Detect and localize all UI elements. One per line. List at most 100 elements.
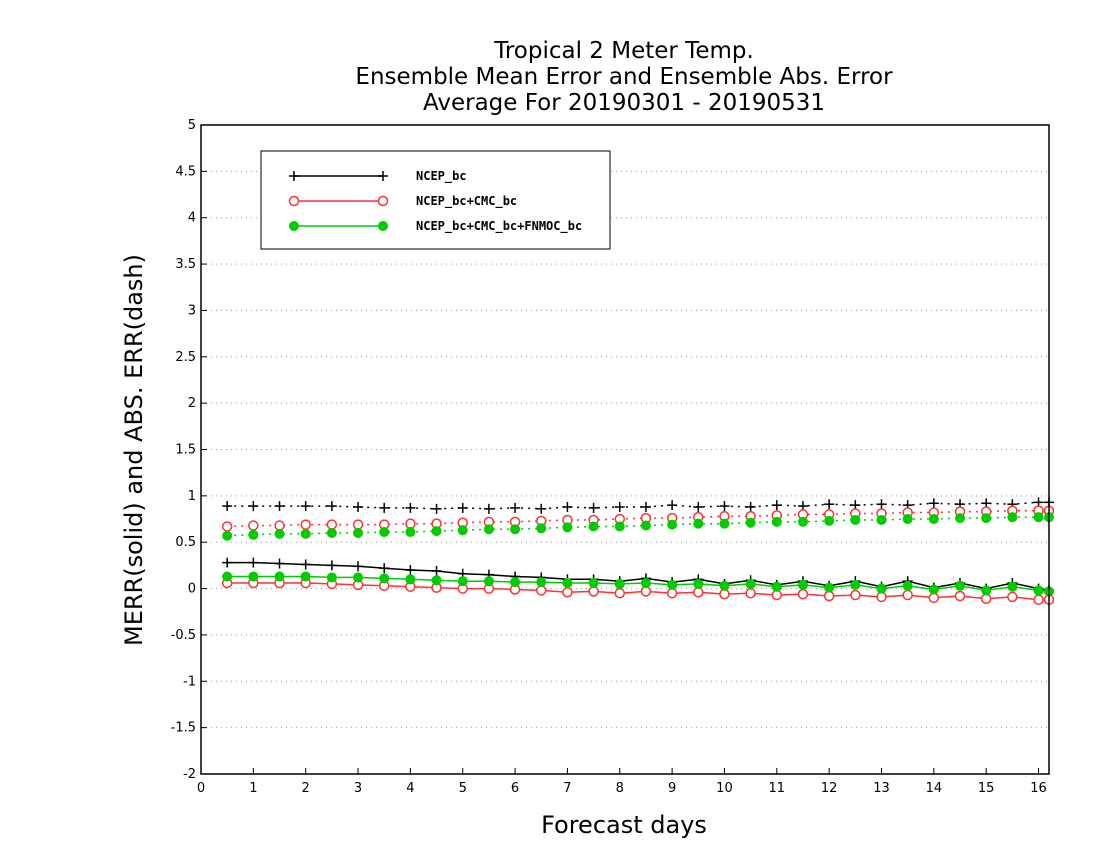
merr-point bbox=[693, 578, 704, 589]
merr-point bbox=[562, 587, 573, 598]
abs-err-point bbox=[824, 515, 835, 526]
x-tick-label: 3 bbox=[354, 781, 362, 796]
merr-point bbox=[535, 585, 547, 596]
abs-err-point bbox=[902, 514, 913, 525]
merr-point bbox=[719, 588, 730, 600]
abs-err-point bbox=[640, 520, 651, 531]
abs-err-point bbox=[850, 514, 861, 525]
abs-err-point bbox=[222, 501, 233, 512]
abs-err-point bbox=[274, 501, 285, 512]
merr-point bbox=[431, 575, 442, 586]
x-tick-label: 8 bbox=[616, 781, 624, 796]
gridlines bbox=[201, 170, 1049, 729]
merr-point bbox=[562, 578, 573, 589]
abs-err-point bbox=[510, 502, 521, 513]
x-tick-label: 15 bbox=[978, 781, 995, 796]
merr-point bbox=[876, 583, 887, 594]
abs-err-point bbox=[562, 501, 573, 512]
y-axis-label: MERR(solid) and ABS. ERR(dash) bbox=[120, 254, 148, 646]
abs-err-point bbox=[457, 525, 468, 536]
merr-point bbox=[483, 576, 494, 587]
abs-err-point bbox=[248, 529, 259, 540]
y-tick-label: -1 bbox=[183, 674, 196, 689]
series-layer bbox=[221, 497, 1055, 605]
x-tick-label: 4 bbox=[406, 781, 414, 796]
merr-point bbox=[640, 578, 651, 589]
abs-err-point bbox=[693, 518, 704, 529]
y-tick-label: 2 bbox=[188, 396, 196, 411]
x-tick-label: 2 bbox=[302, 781, 310, 796]
merr-point bbox=[640, 586, 652, 597]
x-tick-label: 16 bbox=[1030, 781, 1047, 796]
merr-point bbox=[667, 579, 678, 590]
merr-point bbox=[1007, 581, 1018, 592]
abs-err-point bbox=[614, 521, 625, 532]
abs-err-point bbox=[536, 523, 547, 534]
merr-point bbox=[902, 580, 913, 591]
abs-err-point bbox=[431, 503, 442, 514]
legend-marker bbox=[289, 171, 299, 181]
merr-point bbox=[771, 581, 782, 592]
x-tick-label: 10 bbox=[716, 781, 733, 796]
merr-line bbox=[227, 561, 1050, 592]
merr-point bbox=[954, 590, 966, 602]
merr-point bbox=[614, 578, 625, 589]
abs-err-point bbox=[405, 527, 416, 538]
legend-marker bbox=[377, 195, 389, 207]
abs-err-point bbox=[274, 528, 285, 539]
abs-err-point bbox=[300, 501, 311, 512]
merr-point bbox=[797, 579, 808, 590]
merr-point bbox=[536, 577, 547, 588]
abs-err-point bbox=[719, 518, 730, 529]
merr-point bbox=[1033, 594, 1044, 605]
merr-point bbox=[274, 571, 285, 582]
merr-point bbox=[222, 571, 233, 582]
merr-point bbox=[405, 565, 416, 576]
abs-err-point bbox=[667, 519, 678, 530]
merr-point bbox=[1033, 585, 1044, 596]
legend-label: NCEP_bc+CMC_bc bbox=[416, 194, 517, 209]
abs-err-point bbox=[483, 503, 494, 514]
merr-point bbox=[431, 565, 442, 576]
abs-err-point bbox=[797, 516, 808, 527]
abs-err-point bbox=[326, 501, 337, 512]
y-tick-label: -0.5 bbox=[171, 628, 196, 643]
abs-err-point bbox=[326, 519, 338, 530]
abs-err-point bbox=[353, 527, 364, 538]
y-tick-label: 4 bbox=[188, 211, 196, 226]
merr-point bbox=[850, 579, 861, 590]
series-ncep-bc-cmc-bc bbox=[221, 505, 1055, 605]
abs-err-point bbox=[588, 502, 599, 513]
abs-err-point bbox=[300, 528, 311, 539]
merr-point bbox=[300, 559, 311, 570]
merr-point bbox=[771, 589, 783, 601]
abs-err-point bbox=[981, 513, 992, 524]
abs-err-point bbox=[248, 501, 259, 512]
abs-err-point bbox=[405, 518, 416, 529]
y-tick-label: 1 bbox=[188, 489, 196, 504]
merr-point bbox=[666, 587, 678, 599]
abs-err-point bbox=[771, 500, 782, 511]
legend: NCEP_bc NCEP_bc+CMC_bc NCEP_bc+CMC_bc+FNMO… bbox=[260, 150, 611, 250]
merr-point bbox=[457, 576, 468, 587]
abs-err-point bbox=[928, 514, 939, 525]
y-tick-label: 0 bbox=[188, 582, 196, 597]
merr-point bbox=[719, 580, 730, 591]
y-tick-label: 5 bbox=[188, 118, 196, 133]
merr-point bbox=[588, 586, 599, 597]
merr-point bbox=[405, 574, 416, 585]
x-tick-label: 5 bbox=[459, 781, 467, 796]
merr-point bbox=[955, 580, 966, 591]
abs-err-point bbox=[693, 501, 704, 512]
abs-err-point bbox=[352, 519, 364, 530]
plot-frame bbox=[200, 124, 1050, 775]
merr-point bbox=[928, 592, 940, 604]
abs-err-point bbox=[1007, 512, 1018, 523]
abs-err-point bbox=[928, 498, 939, 509]
legend-items: NCEP_bc NCEP_bc+CMC_bc NCEP_bc+CMC_bc+FNMO… bbox=[288, 169, 582, 234]
chart-title-line-3: Average For 20190301 - 20190531 bbox=[423, 90, 825, 116]
chart-title-line-1: Tropical 2 Meter Temp. bbox=[493, 38, 754, 64]
abs-err-point bbox=[588, 521, 599, 532]
abs-err-point bbox=[955, 513, 966, 524]
abs-err-point bbox=[614, 501, 625, 512]
